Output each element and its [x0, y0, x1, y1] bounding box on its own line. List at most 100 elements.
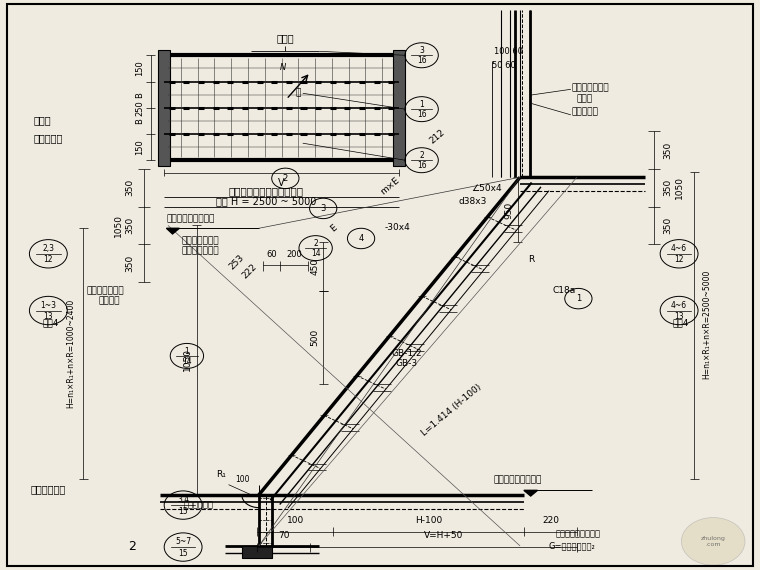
Text: GB-3: GB-3	[395, 359, 417, 368]
Text: 3: 3	[321, 204, 326, 213]
Text: d38x3: d38x3	[459, 197, 487, 206]
Text: 3: 3	[420, 46, 424, 55]
Text: 50 60: 50 60	[492, 61, 516, 70]
Text: 2,3: 2,3	[43, 244, 54, 253]
Text: B: B	[135, 118, 144, 124]
Text: R: R	[528, 255, 535, 264]
Bar	[242, 546, 273, 559]
Text: 楼面标高见单体设计: 楼面标高见单体设计	[493, 475, 542, 484]
Text: 钢栏杆水平扶手: 钢栏杆水平扶手	[572, 83, 610, 92]
Text: GB-1.2: GB-1.2	[391, 349, 422, 357]
Text: 平台钢栏杆: 平台钢栏杆	[572, 108, 598, 116]
Text: 15: 15	[179, 548, 188, 557]
Text: 上: 上	[296, 88, 301, 97]
Text: 2: 2	[128, 540, 135, 553]
Text: 2: 2	[313, 239, 318, 248]
Text: 双跑部的钢栏杆: 双跑部的钢栏杆	[182, 236, 219, 245]
Text: 150: 150	[135, 60, 144, 76]
Bar	[158, 50, 170, 166]
Text: 1: 1	[420, 100, 424, 109]
Text: zhulong
.com: zhulong .com	[701, 536, 726, 547]
Text: ∠50x4: ∠50x4	[471, 184, 502, 193]
Text: 15: 15	[179, 507, 188, 515]
Text: 150: 150	[135, 139, 144, 155]
Text: 1050: 1050	[183, 348, 192, 372]
Text: 450: 450	[310, 258, 319, 275]
Text: 250: 250	[135, 100, 144, 116]
Text: 1: 1	[576, 294, 581, 303]
Text: B: B	[135, 92, 144, 97]
Text: V: V	[278, 178, 285, 188]
Text: 222: 222	[241, 262, 259, 280]
Text: C18a: C18a	[553, 286, 576, 295]
Text: 100 60: 100 60	[493, 47, 523, 56]
Text: 350: 350	[663, 141, 672, 158]
Text: 仅用于单跑梯: 仅用于单跑梯	[183, 500, 213, 510]
Text: 350: 350	[125, 255, 135, 272]
Text: 100: 100	[235, 475, 249, 484]
Text: 13: 13	[43, 312, 53, 321]
Text: 工字钢梁节点: 工字钢梁节点	[30, 484, 65, 494]
Text: 12: 12	[43, 255, 53, 264]
Text: 1: 1	[185, 347, 189, 356]
Text: 双跑钢斜梯平面布置示意图: 双跑钢斜梯平面布置示意图	[229, 186, 304, 197]
Text: 撑梯孔: 撑梯孔	[277, 33, 294, 43]
Text: G=工字钢集装见₂: G=工字钢集装见₂	[548, 542, 595, 551]
Text: 60: 60	[266, 250, 277, 259]
Text: 5~7: 5~7	[175, 537, 192, 546]
Polygon shape	[524, 490, 537, 496]
Text: 14: 14	[182, 357, 192, 365]
Text: 水平扶手连接点: 水平扶手连接点	[182, 246, 219, 255]
Text: E: E	[328, 223, 339, 234]
Circle shape	[682, 518, 745, 565]
Text: -30x4: -30x4	[385, 223, 410, 231]
Text: 4~6: 4~6	[671, 244, 687, 253]
Text: H-100: H-100	[415, 516, 442, 525]
Text: 212: 212	[428, 128, 447, 145]
Text: R₁: R₁	[216, 470, 226, 479]
Text: 220: 220	[542, 516, 559, 525]
Text: 2: 2	[283, 174, 288, 183]
Text: 14: 14	[311, 249, 321, 258]
Bar	[393, 50, 405, 166]
Text: 水平扶手: 水平扶手	[98, 296, 120, 306]
Text: 200: 200	[287, 250, 302, 259]
Text: 100: 100	[287, 516, 304, 525]
Text: 350: 350	[125, 217, 135, 234]
Text: V=H+50: V=H+50	[424, 531, 464, 540]
Text: N: N	[280, 63, 287, 72]
Text: 16: 16	[416, 56, 426, 65]
Text: H=n₁×R₁+n×R=2500~5000: H=n₁×R₁+n×R=2500~5000	[701, 270, 711, 380]
Text: 用于 H = 2500 ~ 5000: 用于 H = 2500 ~ 5000	[217, 196, 317, 206]
Text: 1050: 1050	[113, 214, 122, 237]
Text: 仅用于工字钢梁节点: 仅用于工字钢梁节点	[556, 529, 600, 538]
Text: m×E: m×E	[378, 175, 401, 196]
Text: 13: 13	[674, 312, 684, 321]
Text: 仅用于单跑梯的: 仅用于单跑梯的	[86, 286, 124, 295]
Text: H=n₁×R₁+n×R=1000~2400: H=n₁×R₁+n×R=1000~2400	[67, 299, 75, 408]
Text: 平台标高见单体设计: 平台标高见单体设计	[166, 215, 215, 224]
Text: 1050: 1050	[676, 176, 684, 199]
Text: 16: 16	[416, 110, 426, 119]
Text: 253: 253	[227, 253, 245, 271]
Text: 阶注4: 阶注4	[43, 319, 59, 328]
Text: 3,4: 3,4	[177, 495, 189, 504]
Text: 1~3: 1~3	[40, 300, 56, 310]
Text: 350: 350	[125, 179, 135, 196]
Text: 70: 70	[278, 531, 290, 540]
Text: 连接点: 连接点	[33, 116, 51, 125]
Text: 350: 350	[663, 217, 672, 234]
Text: L=1.414 (H-100): L=1.414 (H-100)	[420, 382, 483, 437]
Text: 4: 4	[359, 234, 364, 243]
Text: 连接点: 连接点	[577, 95, 593, 103]
Text: 12: 12	[674, 255, 684, 264]
Text: 4~6: 4~6	[671, 300, 687, 310]
Text: 平台钢格栅: 平台钢格栅	[33, 133, 62, 144]
Text: 阶注4: 阶注4	[673, 319, 689, 328]
Bar	[164, 55, 399, 160]
Text: 950: 950	[505, 202, 513, 219]
Text: 500: 500	[310, 328, 319, 346]
Text: 350: 350	[663, 179, 672, 196]
Polygon shape	[166, 228, 179, 234]
Text: 16: 16	[416, 161, 426, 170]
